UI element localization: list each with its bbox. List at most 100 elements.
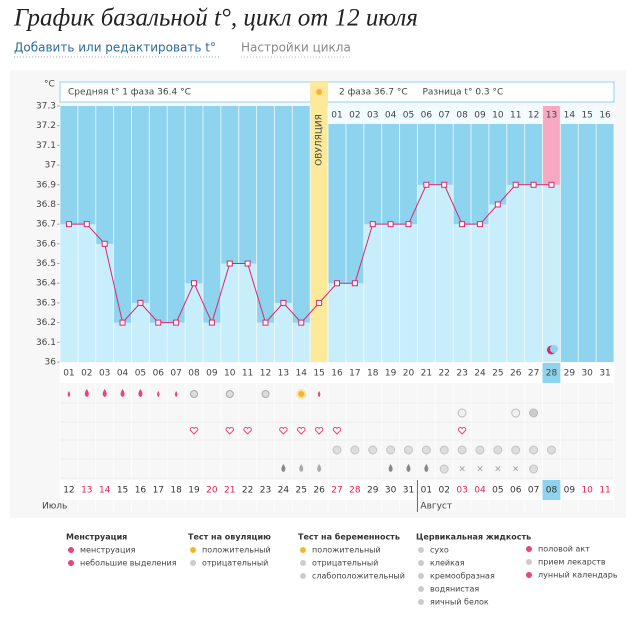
date-label: 31	[403, 486, 414, 496]
drop-icon	[138, 389, 143, 397]
heart-icon	[225, 427, 235, 435]
y-tick-label: 37.1	[36, 141, 56, 151]
legend-item: сухо	[430, 546, 449, 555]
day-row	[60, 363, 614, 383]
temperature-point	[351, 280, 358, 287]
pregnancy-test	[457, 408, 467, 418]
x-tick-label: 30	[581, 369, 593, 379]
date-label: 16	[135, 486, 147, 496]
y-tick-label: 37.3	[36, 102, 56, 112]
temperature-bar	[435, 184, 454, 362]
temperature-bar	[274, 302, 293, 362]
drop-icon	[406, 464, 411, 472]
phase2-day: 07	[438, 111, 449, 121]
date-label: 27	[331, 486, 342, 496]
ovulation-test-negative	[190, 390, 199, 398]
temperature-point	[423, 181, 430, 188]
moon-cut	[549, 345, 558, 353]
y-tick-label: 36.7	[36, 220, 56, 230]
x-tick-label: 25	[492, 369, 503, 379]
x-tick-label: 15	[313, 369, 324, 379]
temperature-bar	[542, 184, 561, 362]
today-strip	[542, 106, 561, 124]
y-unit: °C	[44, 80, 55, 90]
x-tick-label: 02	[81, 369, 92, 379]
temperature-point	[191, 280, 198, 287]
legend-icon	[68, 547, 74, 553]
today-highlight	[542, 106, 561, 185]
legend-item: прием лекарств	[538, 558, 606, 567]
temperature-bar	[328, 283, 346, 362]
y-tick-label: 36.4	[36, 279, 56, 289]
date-label: 06	[510, 486, 522, 496]
legend-item: кремообразная	[430, 572, 495, 581]
temperature-point	[208, 319, 215, 326]
phase2-day: 11	[510, 111, 521, 121]
temperature-point	[173, 319, 180, 326]
drop-icon	[281, 464, 286, 472]
date-label: 01	[421, 486, 432, 496]
temperature-bar	[131, 302, 150, 362]
heart-icon	[314, 427, 324, 435]
date-label: 23	[260, 486, 271, 496]
drop-icon	[388, 464, 393, 472]
x-tick-label: 20	[403, 369, 415, 379]
legend-icon	[68, 560, 74, 566]
medicine-icon	[332, 445, 342, 455]
drop-icon	[67, 391, 71, 397]
header-row	[59, 81, 615, 103]
x-tick-label: 19	[385, 369, 397, 379]
date-label: 12	[63, 486, 74, 496]
ovulation-column	[310, 82, 329, 362]
medicine-icon	[439, 445, 449, 455]
phase2-day: 09	[474, 111, 486, 121]
x-tick-label: 03	[99, 369, 110, 379]
phase2-day: 01	[331, 111, 342, 121]
date-label: 02	[438, 486, 449, 496]
temperature-bar	[95, 243, 114, 362]
drop-icon	[299, 464, 304, 472]
temperature-bar	[202, 322, 221, 362]
medicine-icon	[493, 445, 503, 455]
x-tick-label: 09	[206, 369, 218, 379]
phase2-day: 06	[421, 111, 433, 121]
legend-icon	[190, 547, 196, 553]
legend-item: клейкая	[430, 559, 465, 568]
date-label: 03	[456, 486, 467, 496]
legend-item: лунный календарь	[538, 571, 618, 580]
legend-item: небольшие выделения	[80, 559, 177, 568]
heart-icon	[297, 427, 306, 435]
legend-icon	[418, 547, 424, 553]
y-tick-label: 36.6	[36, 239, 56, 249]
temperature-point	[83, 221, 90, 228]
edit-link[interactable]: Добавить или редактировать t°	[14, 41, 216, 55]
medicine-icon	[439, 464, 449, 474]
drop-icon	[317, 391, 321, 397]
legend-title: Тест на овуляцию	[188, 533, 271, 542]
heart-icon	[243, 427, 252, 435]
settings-link[interactable]: Настройки цикла	[241, 41, 351, 55]
temperature-bar	[113, 322, 132, 362]
phase2-day: 03	[367, 111, 378, 121]
date-label: 17	[153, 486, 164, 496]
medicine-icon	[368, 445, 378, 455]
y-tick-label: 36.5	[36, 259, 56, 269]
temperature-bar	[471, 224, 489, 362]
temperature-point	[512, 181, 519, 188]
ovulation-test-negative	[261, 390, 270, 398]
date-label: 25	[296, 486, 307, 496]
legend-icon	[418, 599, 424, 605]
legend-item: положительный	[202, 546, 271, 555]
temperature-bar	[345, 283, 364, 362]
temperature-line	[68, 184, 552, 325]
legend-icon	[300, 560, 306, 566]
ovulation-label: ОВУЛЯЦИЯ	[315, 114, 325, 166]
dry-icon: ×	[512, 465, 520, 475]
y-tick-label: 36	[45, 358, 57, 368]
legend-icon	[418, 573, 424, 579]
date-label: 29	[367, 486, 379, 496]
pregnancy-test	[511, 408, 521, 418]
legend-icon	[526, 546, 532, 552]
drop-icon	[424, 464, 429, 472]
